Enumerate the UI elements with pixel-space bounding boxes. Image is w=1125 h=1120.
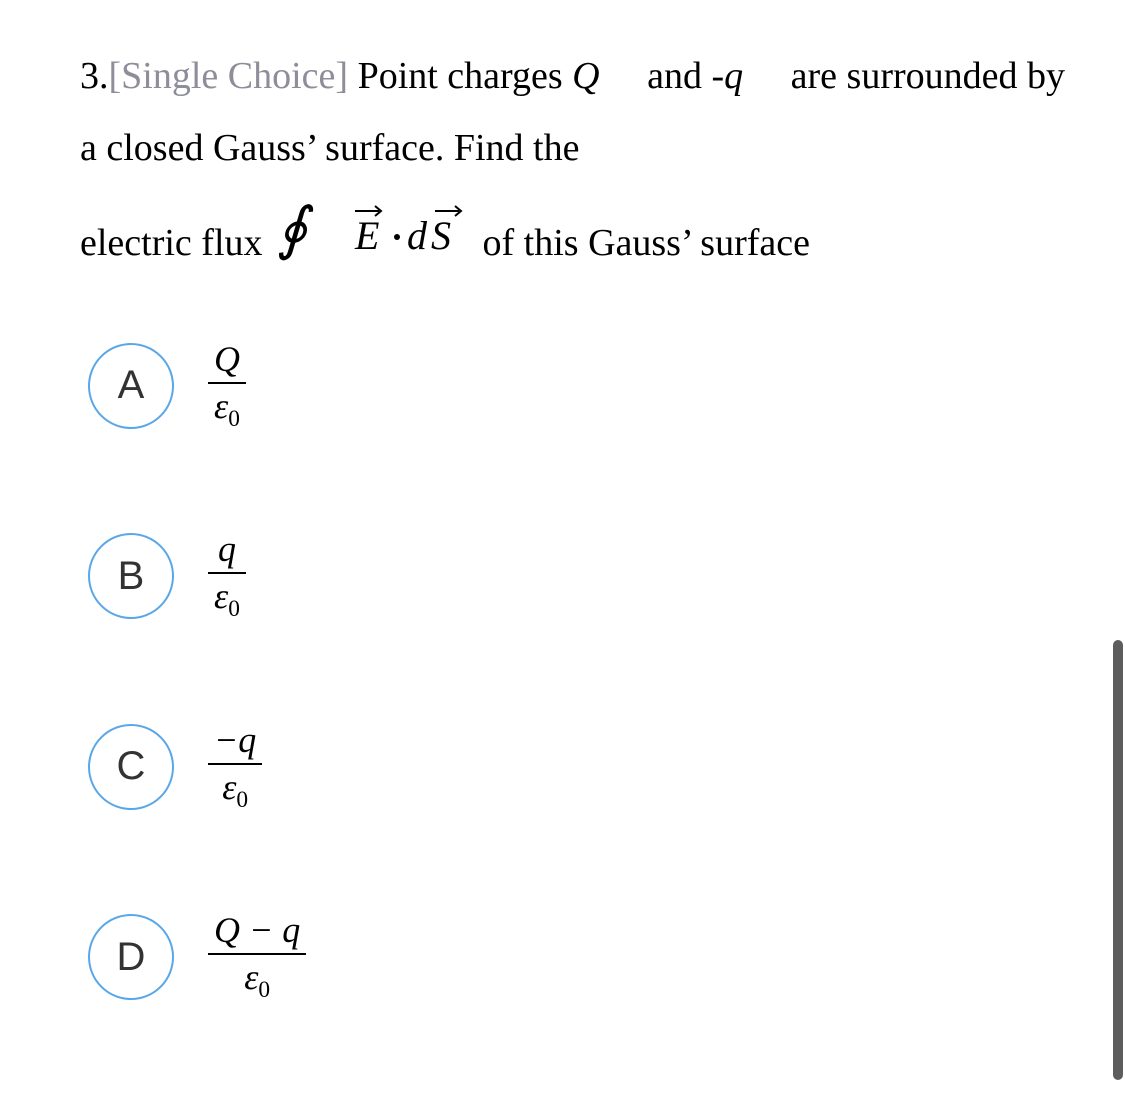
option-A-circle[interactable]: A [88, 343, 174, 429]
option-A-denominator: ε0 [208, 384, 246, 433]
option-B-denominator: ε0 [208, 574, 246, 623]
svg-text:S: S [431, 213, 451, 258]
option-C-numerator: −q [208, 720, 262, 763]
option-C-denominator: ε0 [216, 765, 254, 814]
flux-expression-line: electric flux ∮ E d S [80, 198, 1065, 288]
option-A-fraction: Q ε0 [208, 339, 246, 433]
svg-text:E: E [354, 213, 379, 258]
stem-of-this-surface: of this Gauss’ surface [483, 207, 810, 279]
option-B[interactable]: B q ε0 [88, 529, 1065, 623]
stem-and: and [638, 55, 712, 97]
epsilon-subscript: 0 [236, 787, 248, 813]
epsilon-symbol: ε [222, 767, 236, 807]
option-D[interactable]: D Q − q ε0 [88, 910, 1065, 1004]
closed-integral-icon: ∮ [275, 198, 339, 288]
option-C-circle[interactable]: C [88, 724, 174, 810]
option-D-fraction: Q − q ε0 [208, 910, 306, 1004]
epsilon-subscript: 0 [228, 597, 240, 623]
svg-text:d: d [407, 213, 428, 258]
charge-minus-q: -q [712, 55, 744, 97]
option-B-label: B [118, 554, 145, 599]
option-A-label: A [118, 363, 145, 408]
question-page: 3.[Single Choice] Point charges Q and -q… [0, 0, 1125, 1045]
option-B-circle[interactable]: B [88, 533, 174, 619]
option-A-numerator: Q [208, 339, 246, 382]
question-number: 3. [80, 55, 109, 97]
question-stem: 3.[Single Choice] Point charges Q and -q… [80, 40, 1065, 289]
option-C-label: C [117, 744, 146, 789]
option-B-fraction: q ε0 [208, 529, 246, 623]
charge-Q: Q [572, 55, 599, 97]
integrand-E-dot-dS: E d S [351, 201, 471, 285]
option-A[interactable]: A Q ε0 [88, 339, 1065, 433]
question-type-tag: [Single Choice] [109, 55, 349, 97]
epsilon-subscript: 0 [258, 978, 270, 1004]
stem-text-1: Point charges [358, 55, 573, 97]
options-list: A Q ε0 B q ε0 C −q [80, 339, 1065, 1005]
option-B-numerator: q [212, 529, 242, 572]
epsilon-symbol: ε [244, 957, 258, 997]
option-D-circle[interactable]: D [88, 914, 174, 1000]
option-C-fraction: −q ε0 [208, 720, 262, 814]
option-D-label: D [117, 935, 146, 980]
epsilon-symbol: ε [214, 386, 228, 426]
option-D-numerator: Q − q [208, 910, 306, 953]
epsilon-symbol: ε [214, 576, 228, 616]
scrollbar-track[interactable] [1111, 0, 1125, 1120]
option-D-denominator: ε0 [238, 955, 276, 1004]
svg-text:∮: ∮ [277, 198, 314, 261]
epsilon-subscript: 0 [228, 406, 240, 432]
option-C[interactable]: C −q ε0 [88, 720, 1065, 814]
stem-electric-flux: electric flux [80, 207, 263, 279]
scrollbar-thumb[interactable] [1113, 640, 1123, 1080]
